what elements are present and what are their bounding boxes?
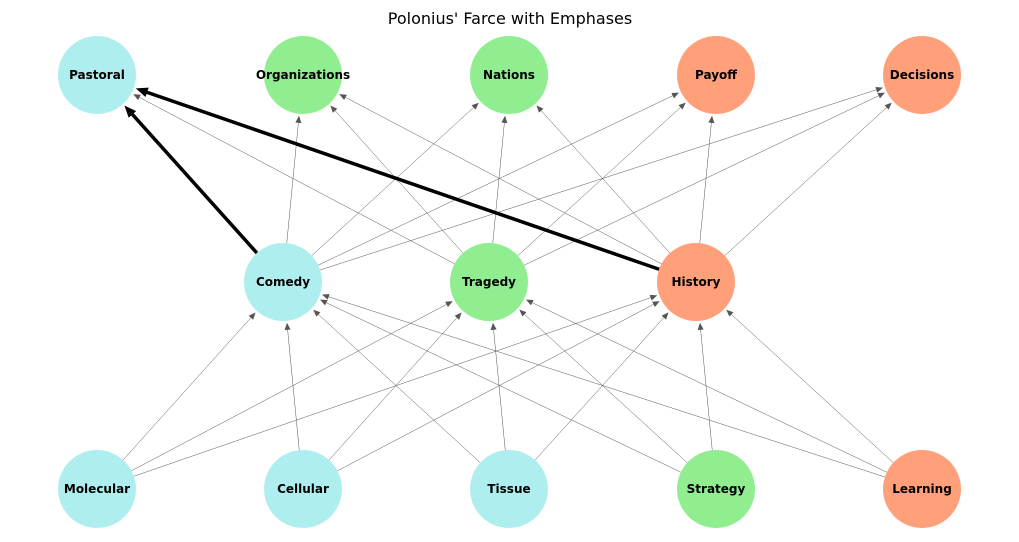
- node-molecular-label: Molecular: [64, 482, 130, 496]
- node-organizations-circle: [264, 36, 342, 114]
- node-history-circle: [657, 243, 735, 321]
- node-payoff-circle: [677, 36, 755, 114]
- edge-comedy-to-nations: [311, 102, 479, 256]
- node-nations-circle: [470, 36, 548, 114]
- edge-history-to-decisions: [724, 102, 892, 256]
- edge-cellular-to-comedy: [284, 322, 300, 451]
- node-tissue-circle: [470, 450, 548, 528]
- edge-comedy-to-organizations: [286, 115, 302, 244]
- node-learning-label: Learning: [892, 482, 952, 496]
- node-pastoral: Pastoral: [58, 36, 136, 114]
- nodes-layer: Pastoral Organizations Nations Payoff Decisi…: [58, 36, 961, 528]
- node-organizations: Organizations: [256, 36, 350, 114]
- node-molecular-circle: [58, 450, 136, 528]
- node-payoff-label: Payoff: [695, 68, 737, 82]
- edge-comedy-to-decisions: [320, 86, 883, 271]
- edge-tragedy-to-nations: [492, 115, 508, 244]
- node-decisions-label: Decisions: [890, 68, 955, 82]
- edge-tissue-to-history: [534, 312, 669, 461]
- edge-tragedy-to-payoff: [517, 102, 686, 256]
- edge-strategy-to-history: [697, 322, 713, 451]
- edge-learning-to-tragedy: [525, 299, 887, 473]
- node-nations: Nations: [470, 36, 548, 114]
- edge-tissue-to-tragedy: [490, 322, 506, 451]
- node-cellular: Cellular: [264, 450, 342, 528]
- node-pastoral-label: Pastoral: [69, 68, 125, 82]
- edge-molecular-to-history: [133, 294, 658, 477]
- edge-history-to-nations: [536, 105, 671, 254]
- node-pastoral-circle: [58, 36, 136, 114]
- diagram-title: Polonius' Farce with Emphases: [388, 9, 632, 28]
- node-cellular-label: Cellular: [277, 482, 329, 496]
- node-comedy: Comedy: [244, 243, 322, 321]
- edge-history-to-organizations: [339, 94, 662, 265]
- node-payoff: Payoff: [677, 36, 755, 114]
- node-strategy-label: Strategy: [687, 482, 746, 496]
- node-comedy-circle: [244, 243, 322, 321]
- node-tissue: Tissue: [470, 450, 548, 528]
- node-tragedy: Tragedy: [450, 243, 528, 321]
- edge-history-to-payoff: [699, 115, 715, 244]
- edge-molecular-to-tragedy: [131, 301, 453, 472]
- edge-learning-to-history: [726, 309, 894, 463]
- node-molecular: Molecular: [58, 450, 136, 528]
- node-nations-label: Nations: [483, 68, 535, 82]
- edges-layer: [122, 86, 894, 478]
- node-learning-circle: [883, 450, 961, 528]
- edge-strategy-to-comedy: [319, 299, 681, 473]
- edge-strategy-to-tragedy: [519, 309, 688, 463]
- node-learning: Learning: [883, 450, 961, 528]
- node-history: History: [657, 243, 735, 321]
- node-comedy-label: Comedy: [256, 275, 310, 289]
- edge-tragedy-to-pastoral: [133, 94, 455, 265]
- node-strategy: Strategy: [677, 450, 755, 528]
- edge-tragedy-to-decisions: [524, 92, 886, 266]
- edge-comedy-to-pastoral: [124, 105, 259, 255]
- node-decisions: Decisions: [883, 36, 961, 114]
- node-organizations-label: Organizations: [256, 68, 350, 82]
- node-cellular-circle: [264, 450, 342, 528]
- edge-cellular-to-tragedy: [328, 312, 462, 461]
- node-strategy-circle: [677, 450, 755, 528]
- node-tissue-label: Tissue: [487, 482, 530, 496]
- edge-history-to-pastoral: [135, 87, 660, 271]
- edge-cellular-to-history: [337, 301, 660, 472]
- edge-learning-to-comedy: [322, 293, 885, 478]
- node-tragedy-circle: [450, 243, 528, 321]
- edge-molecular-to-comedy: [122, 312, 256, 461]
- edge-comedy-to-payoff: [318, 92, 680, 266]
- edge-tissue-to-comedy: [313, 309, 481, 463]
- node-tragedy-label: Tragedy: [462, 275, 516, 289]
- node-history-label: History: [671, 275, 720, 289]
- node-decisions-circle: [883, 36, 961, 114]
